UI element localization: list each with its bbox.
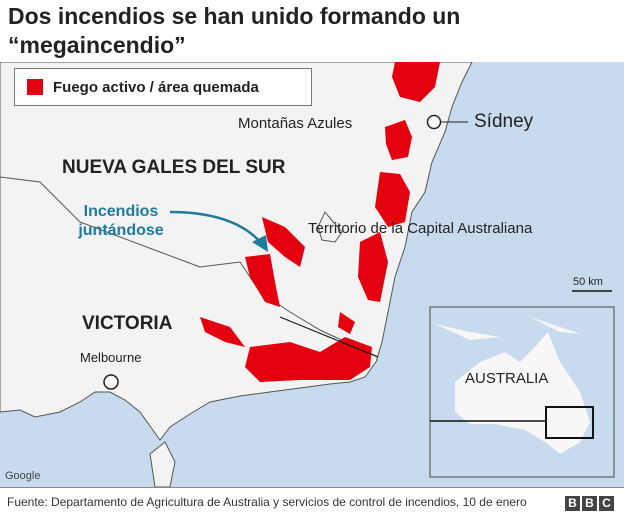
- fire-area: [338, 312, 355, 334]
- logo-letter: B: [582, 496, 597, 511]
- state-border: [0, 176, 379, 358]
- label-sydney: Sídney: [474, 111, 534, 132]
- fire-areas: [200, 62, 440, 382]
- inset-map: [429, 306, 615, 478]
- fire-area: [245, 254, 280, 307]
- footer: Fuente: Departamento de Agricultura de A…: [0, 487, 624, 517]
- tasmania-tip: [149, 441, 176, 487]
- bbc-logo: B B C: [565, 496, 614, 511]
- inset-australia: [455, 332, 590, 454]
- fire-area: [245, 337, 372, 382]
- legend-label: Fuego activo / área quemada: [53, 78, 259, 96]
- google-attribution: Google: [5, 470, 41, 482]
- label-australia: AUSTRALIA: [465, 370, 549, 387]
- inset-locator: [545, 406, 594, 439]
- annotation-arrow: [169, 210, 263, 245]
- pointer-line: [279, 316, 379, 358]
- map: [0, 62, 624, 487]
- label-fires-joining: Incendios juntándose: [78, 203, 164, 239]
- page-title: Dos incendios se han unido formando un “…: [8, 3, 461, 58]
- melbourne-marker: [103, 374, 119, 390]
- label-act: Territorio de la Capital Australiana: [308, 220, 533, 237]
- label-victoria: VICTORIA: [82, 313, 173, 334]
- act-border: [317, 211, 343, 243]
- fire-area: [392, 62, 440, 102]
- source-text: Fuente: Departamento de Agricultura de A…: [7, 495, 527, 509]
- fire-area: [385, 120, 412, 160]
- fire-area: [358, 232, 388, 302]
- label-nsw: NUEVA GALES DEL SUR: [62, 157, 286, 178]
- label-blue-mountains: Montañas Azules: [238, 115, 353, 132]
- fire-area: [375, 172, 410, 227]
- label-melbourne: Melbourne: [80, 350, 142, 365]
- sydney-marker: [426, 114, 442, 130]
- logo-letter: C: [599, 496, 614, 511]
- legend: Fuego activo / área quemada: [14, 68, 312, 106]
- fire-area: [262, 217, 305, 267]
- fire-swatch: [27, 79, 43, 95]
- logo-letter: B: [565, 496, 580, 511]
- scale-label: 50 km: [573, 276, 603, 288]
- fire-area: [200, 317, 245, 347]
